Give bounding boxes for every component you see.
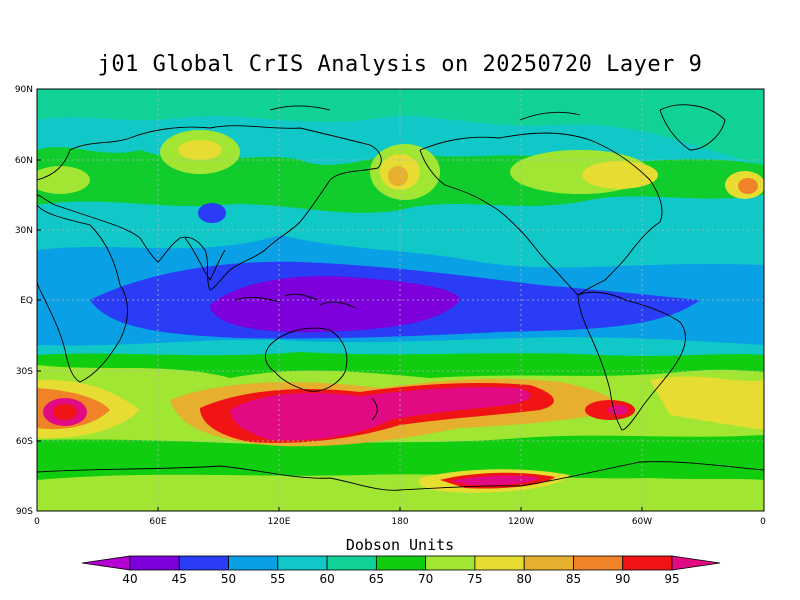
axis-ticks	[37, 159, 643, 511]
field-north-band	[37, 89, 764, 165]
lon-label-3: 180	[391, 517, 408, 527]
map-title: j01 Global CrIS Analysis on 20250720 Lay…	[97, 52, 703, 77]
colorbar-box	[129, 555, 180, 571]
lat-label-1: 60N	[15, 156, 33, 166]
field-atlantic-core	[738, 178, 758, 194]
colorbar-tick-label: 65	[369, 572, 384, 586]
colorbar-box	[375, 555, 427, 571]
lat-label-6: 90S	[16, 507, 33, 517]
lon-label-1: 60E	[149, 517, 166, 527]
colorbar-box	[326, 555, 377, 571]
field-south-africa-red	[53, 404, 77, 420]
colorbar-tick-label: 60	[319, 572, 334, 586]
colorbar-tick-label: 70	[418, 572, 433, 586]
colorbar-tick-label: 55	[270, 572, 285, 586]
colorbar-labels: 40 45 50 55 60 65 70 75 80 85 90 95	[122, 572, 679, 586]
lon-label-4: 120W	[508, 517, 534, 527]
lon-label-0: 0	[34, 517, 40, 527]
grid-lines	[37, 89, 764, 511]
field-siberia-core	[178, 140, 222, 160]
lon-labels: 0 60E 120E 180 120W 60W 0	[34, 517, 766, 527]
colorbar-title: Dobson Units	[345, 536, 455, 554]
colorbar-box	[622, 555, 673, 571]
field-india-low	[198, 203, 226, 223]
colorbar-tick-label: 75	[467, 572, 482, 586]
colorbar-boxes	[81, 555, 721, 571]
field-canada-mid	[582, 161, 658, 189]
lat-label-5: 60S	[16, 437, 33, 447]
lat-label-0: 90N	[15, 85, 33, 95]
field-polar-lime	[37, 474, 764, 511]
colorbar-box	[425, 555, 476, 571]
colorbar-box	[178, 555, 229, 571]
colorbar-box	[228, 555, 279, 571]
field-south-atlantic-yellow	[650, 376, 764, 430]
field-south-pacific-magenta	[230, 387, 531, 441]
field-tropics-purple	[210, 276, 460, 333]
lat-labels: 90N 60N 30N EQ 30S 60S 90S	[15, 85, 33, 517]
lat-label-4: 30S	[16, 367, 33, 377]
colorbar-tick-label: 95	[664, 572, 679, 586]
colorbar-box	[523, 555, 574, 571]
lat-label-3: EQ	[20, 296, 33, 306]
colorbar-tick-label: 90	[615, 572, 630, 586]
colorbar-box	[474, 555, 525, 571]
colorbar-tick-label: 40	[122, 572, 137, 586]
field-europe-high	[37, 166, 90, 194]
colorbar-box	[573, 555, 624, 571]
coastlines	[37, 104, 764, 491]
colorbar-max-arrow	[671, 555, 721, 571]
lon-label-6: 0	[760, 517, 766, 527]
colorbar-box	[277, 555, 328, 571]
lat-label-2: 30N	[15, 226, 33, 236]
colorbar-tick-label: 80	[517, 572, 532, 586]
colorbar-tick-label: 85	[566, 572, 581, 586]
colorbar-min-arrow	[81, 555, 131, 571]
field-antarctic-magenta	[450, 475, 540, 486]
field-alaska-core	[388, 166, 408, 186]
lon-label-5: 60W	[632, 517, 652, 527]
colorbar-tick-label: 50	[221, 572, 236, 586]
lon-label-2: 120E	[268, 517, 291, 527]
colorbar-tick-label: 45	[172, 572, 187, 586]
